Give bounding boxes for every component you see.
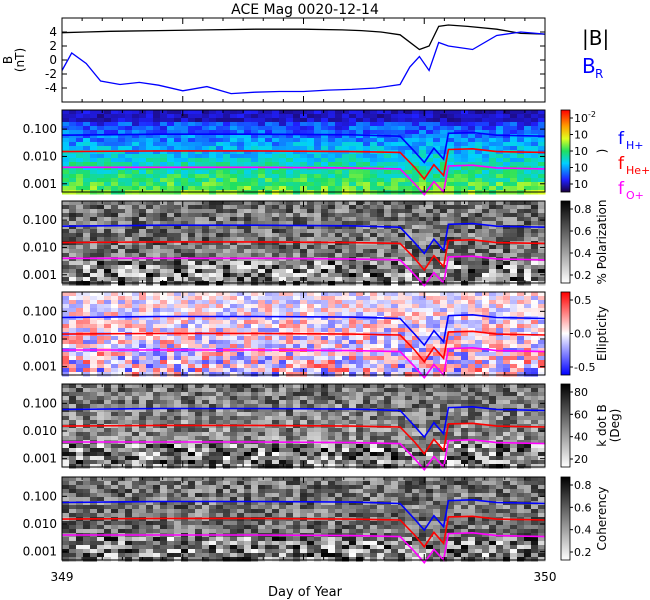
colorbar-tick-label: 10 (574, 162, 588, 175)
legend-gyro-o: f (618, 179, 625, 199)
colorbar (560, 291, 571, 376)
y-tick-label: 0.010 (23, 332, 57, 346)
gyro-line-h-panel-4 (61, 313, 546, 347)
colorbar-tick-label: -0.5 (574, 361, 595, 374)
colorbar-tick-label: 0.2 (574, 269, 592, 282)
colorbar-label: % Polarization (595, 200, 609, 285)
gyro-line-o-panel-2 (62, 164, 546, 196)
y-tick-label: -4 (45, 81, 57, 95)
colorbar-label: (Deg) (608, 409, 622, 443)
colorbar-tick-label: 60 (574, 408, 588, 421)
y-tick-label: 0.010 (23, 149, 57, 163)
gyro-line-h-panel-2 (61, 131, 546, 164)
gyro-line-he-panel-2 (61, 147, 546, 181)
colorbar-tick-label: 0.5 (574, 294, 592, 307)
panel-1: 420-2-4B(nT)|B|B R (1, 17, 609, 103)
colorbar-tick-label: 0.2 (574, 546, 592, 559)
y-tick-label: 0 (49, 53, 57, 67)
x-axis-label: Day of Year (268, 585, 343, 600)
figure-title: ACE Mag 0020-12-14 (231, 2, 379, 18)
colorbar-tick-label: 40 (574, 431, 588, 444)
y-tick-label: 0.010 (23, 424, 57, 438)
legend-gyro-h: f (618, 129, 625, 149)
colorbar-tick-label: 10 (574, 178, 588, 191)
y-axis-label: B (1, 56, 15, 64)
y-tick-label: 0.001 (23, 177, 57, 191)
legend-gyro-subscript: O+ (626, 189, 644, 202)
y-axis-label: (nT) (13, 48, 27, 72)
series-line-b-r (61, 31, 546, 95)
colorbar-tick-exponent: -2 (588, 110, 596, 119)
colorbar-tick-label: 0.4 (574, 247, 592, 260)
gyro-line-he-panel-6 (61, 515, 546, 549)
colorbar-label: k dot B (595, 404, 609, 446)
y-tick-label: 2 (49, 39, 57, 53)
gyro-line-h-panel-3 (61, 222, 546, 255)
colorbar-tick-label: 0.4 (574, 524, 592, 537)
y-tick-label: 0.100 (23, 213, 57, 227)
colorbar-tick-label: 0.6 (574, 225, 592, 238)
legend-b-r: B (582, 54, 596, 78)
colorbar-tick-label: 80 (574, 386, 588, 399)
gyro-line-o-panel-6 (62, 531, 546, 564)
gyro-line-o-panel-3 (62, 255, 546, 287)
y-tick-label: 0.010 (23, 517, 57, 531)
colorbar (560, 200, 571, 284)
colorbar-label: Ellipticity (595, 306, 609, 361)
spectrogram-image (62, 110, 546, 195)
gyro-line-h-panel-5 (61, 405, 546, 439)
y-tick-label: 4 (49, 25, 57, 39)
y-tick-label: 0.100 (23, 122, 57, 136)
x-tick-label-end: 350 (534, 570, 557, 584)
y-tick-label: -2 (45, 67, 57, 81)
legend-gyro-subscript: H+ (626, 139, 644, 152)
y-tick-label: 0.100 (23, 489, 57, 503)
y-tick-label: 0.100 (23, 396, 57, 410)
y-tick-label: 0.010 (23, 240, 57, 254)
gyro-line-he-panel-4 (61, 330, 546, 364)
series-line-b-total (61, 24, 546, 51)
colorbar (560, 476, 571, 561)
colorbar-tick-label: 10 (574, 112, 588, 125)
panel-3: 0.100 0.010 0.001 0.8 0.6 0.4 0.2% Polarizatio… (23, 200, 609, 287)
gyro-line-h-panel-6 (61, 498, 546, 532)
gyro-line-o-panel-4 (62, 346, 546, 379)
gyro-line-o-panel-5 (62, 438, 546, 471)
y-tick-label: 0.001 (23, 452, 57, 466)
legend-b-r-subscript: R (595, 67, 603, 81)
colorbar-tick-label: 20 (574, 453, 588, 466)
colorbar-tick-label: 0.6 (574, 501, 592, 514)
y-tick-label: 0.100 (23, 304, 57, 318)
colorbar (560, 383, 571, 468)
colorbar-tick-label: 0.8 (574, 479, 592, 492)
colorbar-label: Coherency (595, 486, 609, 550)
gyro-line-he-panel-5 (61, 422, 546, 456)
legend-gyro-he: f (618, 154, 625, 174)
y-tick-label: 0.001 (23, 360, 57, 374)
colorbar-tick-label: 0.8 (574, 203, 592, 216)
colorbar-tick-label: 10 (574, 129, 588, 142)
legend-gyro-subscript: He+ (626, 164, 650, 177)
legend-b-total: |B| (582, 26, 609, 50)
y-tick-label: 0.001 (23, 268, 57, 282)
y-tick-label: 0.001 (23, 545, 57, 559)
colorbar-label: ) (595, 149, 609, 154)
x-tick-label-start: 349 (51, 570, 74, 584)
colorbar-tick-label: 10 (574, 145, 588, 158)
colorbar-tick-label: 0.0 (574, 328, 592, 341)
spectrogram-image (62, 201, 546, 286)
gyro-line-he-panel-3 (61, 238, 546, 272)
colorbar (560, 109, 571, 193)
panel-5: 0.100 0.010 0.001 80 60 40 20 k dot B (Deg) (23, 383, 622, 471)
